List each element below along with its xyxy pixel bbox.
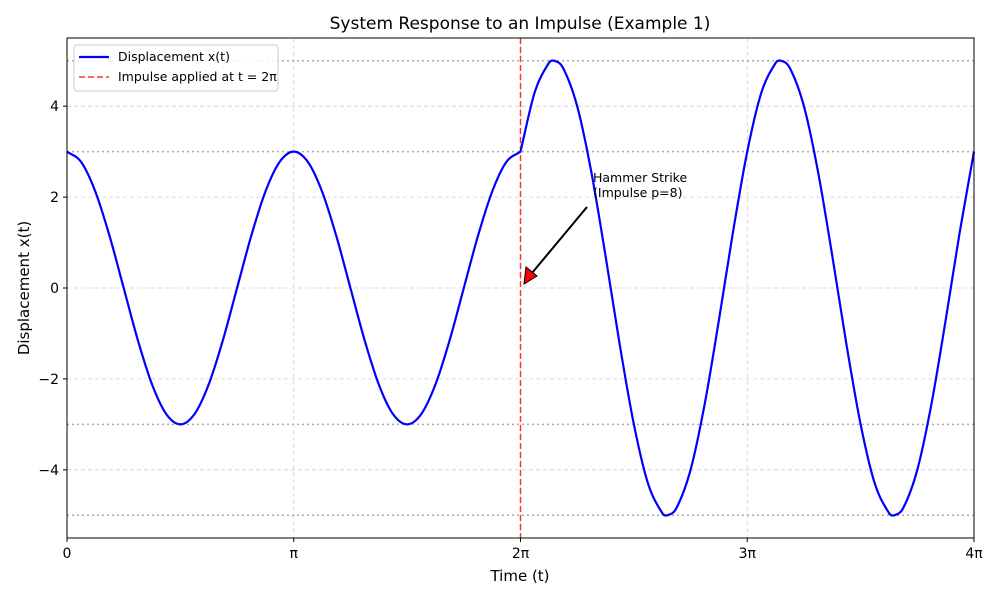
x-tick-label: 4π <box>965 546 983 562</box>
y-tick-label: 0 <box>50 281 59 297</box>
y-axis-label: Displacement x(t) <box>15 221 33 355</box>
x-tick-label: 2π <box>512 546 530 562</box>
y-tick-label: 2 <box>50 190 59 206</box>
x-tick-label: 3π <box>739 546 757 562</box>
series-displacement-line <box>66 59 976 517</box>
chart-title: System Response to an Impulse (Example 1… <box>330 14 711 34</box>
legend: Displacement x(t) Impulse applied at t =… <box>73 44 279 92</box>
axis-ticks: 0 π 2π 3π 4π −4 −2 0 2 4 <box>38 99 983 562</box>
annotation-arrow <box>531 206 588 274</box>
legend-box <box>73 44 279 92</box>
annotation: Hammer Strike (Impulse p=8) <box>523 170 687 285</box>
y-tick-label: 4 <box>50 99 59 115</box>
x-tick-label: π <box>290 546 299 562</box>
legend-label-displacement: Displacement x(t) <box>118 49 230 64</box>
annotation-line1: Hammer Strike <box>593 170 687 185</box>
legend-label-impulse: Impulse applied at t = 2π <box>118 69 277 84</box>
annotation-arrowhead <box>523 266 538 285</box>
y-tick-label: −2 <box>38 372 59 388</box>
annotation-line2: (Impulse p=8) <box>593 185 682 200</box>
x-tick-label: 0 <box>63 546 72 562</box>
y-tick-label: −4 <box>38 463 59 479</box>
x-axis-label: Time (t) <box>489 567 549 585</box>
